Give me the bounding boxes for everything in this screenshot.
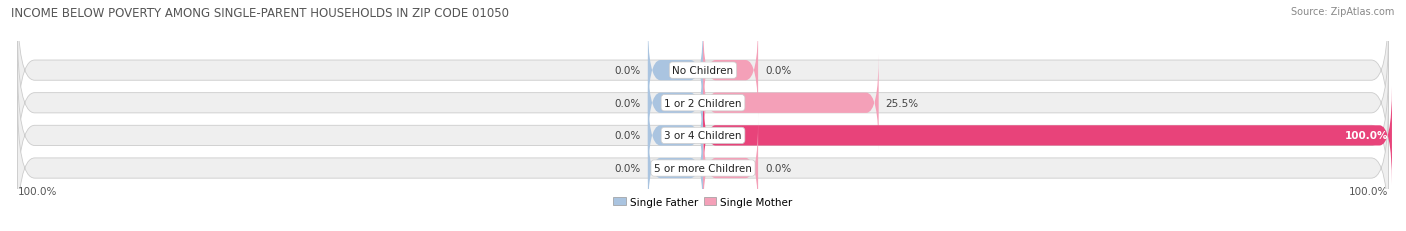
FancyBboxPatch shape [703,87,1392,184]
Text: INCOME BELOW POVERTY AMONG SINGLE-PARENT HOUSEHOLDS IN ZIP CODE 01050: INCOME BELOW POVERTY AMONG SINGLE-PARENT… [11,7,509,20]
Text: 5 or more Children: 5 or more Children [654,163,752,173]
FancyBboxPatch shape [17,0,1389,142]
Text: 3 or 4 Children: 3 or 4 Children [664,131,742,141]
Text: 0.0%: 0.0% [765,163,792,173]
Text: 0.0%: 0.0% [614,98,641,108]
Text: 0.0%: 0.0% [614,131,641,141]
FancyBboxPatch shape [17,65,1389,207]
Text: 0.0%: 0.0% [614,163,641,173]
Text: 100.0%: 100.0% [1346,131,1389,141]
Text: 100.0%: 100.0% [1350,186,1389,196]
Text: 0.0%: 0.0% [765,66,792,76]
FancyBboxPatch shape [17,97,1389,231]
Text: 0.0%: 0.0% [614,66,641,76]
FancyBboxPatch shape [703,22,758,119]
FancyBboxPatch shape [17,32,1389,174]
FancyBboxPatch shape [648,22,703,119]
FancyBboxPatch shape [648,120,703,217]
FancyBboxPatch shape [648,55,703,152]
Text: 100.0%: 100.0% [17,186,56,196]
FancyBboxPatch shape [648,87,703,184]
Text: 1 or 2 Children: 1 or 2 Children [664,98,742,108]
FancyBboxPatch shape [703,55,879,152]
Legend: Single Father, Single Mother: Single Father, Single Mother [609,193,797,211]
Text: 25.5%: 25.5% [886,98,918,108]
FancyBboxPatch shape [703,120,758,217]
Text: Source: ZipAtlas.com: Source: ZipAtlas.com [1291,7,1395,17]
Text: No Children: No Children [672,66,734,76]
